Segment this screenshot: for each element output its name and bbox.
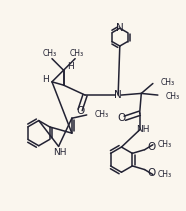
Text: NH: NH xyxy=(136,125,149,134)
Text: CH₃: CH₃ xyxy=(43,49,57,58)
Text: CH₃: CH₃ xyxy=(158,170,172,179)
Text: H: H xyxy=(67,62,74,71)
Text: N: N xyxy=(116,23,124,33)
Text: CH₃: CH₃ xyxy=(166,92,180,101)
Text: N: N xyxy=(114,90,122,100)
Text: CH₃: CH₃ xyxy=(158,140,172,149)
Text: O: O xyxy=(147,168,156,177)
Text: O: O xyxy=(76,106,84,116)
Text: H: H xyxy=(42,75,48,84)
Text: O: O xyxy=(147,142,156,152)
Text: CH₃: CH₃ xyxy=(95,110,109,119)
Text: CH₃: CH₃ xyxy=(161,78,175,87)
Text: CH₃: CH₃ xyxy=(70,49,84,58)
Text: O: O xyxy=(118,113,126,123)
Text: NH: NH xyxy=(53,148,66,157)
